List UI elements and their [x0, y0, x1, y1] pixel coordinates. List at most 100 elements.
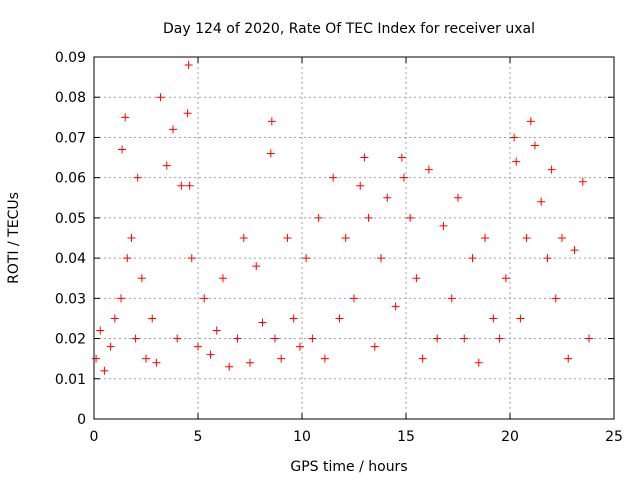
- data-point: [468, 254, 477, 263]
- data-point: [501, 274, 510, 283]
- data-point: [474, 358, 483, 367]
- data-point: [142, 354, 150, 363]
- data-point: [177, 181, 186, 190]
- data-point: [184, 61, 193, 70]
- data-point: [233, 334, 242, 343]
- data-point: [252, 262, 261, 271]
- data-point: [173, 334, 182, 343]
- x-tick-label: 25: [605, 429, 623, 445]
- y-tick-label: 0: [77, 412, 86, 428]
- data-point: [522, 234, 531, 242]
- data-point: [152, 358, 161, 367]
- x-tick-label: 15: [397, 429, 415, 445]
- data-point: [364, 213, 373, 222]
- plot-frame: [93, 56, 615, 420]
- data-point: [383, 193, 392, 202]
- data-point: [578, 177, 587, 186]
- data-point: [558, 234, 566, 242]
- y-axis-label: ROTI / TECUs: [6, 192, 22, 284]
- data-point: [360, 153, 369, 162]
- y-tick-label: 0.08: [55, 90, 86, 106]
- data-point: [335, 314, 344, 323]
- data-point: [547, 165, 556, 174]
- data-point: [187, 254, 196, 263]
- data-point: [551, 294, 560, 303]
- data-point: [266, 149, 275, 158]
- data-point: [341, 234, 350, 242]
- data-point: [564, 354, 573, 363]
- data-points: [92, 61, 594, 375]
- x-tick-label: 5: [194, 429, 203, 445]
- data-point: [277, 354, 286, 363]
- y-tick-label: 0.02: [55, 332, 86, 348]
- data-point: [156, 93, 165, 102]
- data-point: [218, 274, 227, 283]
- data-point: [162, 161, 171, 170]
- y-axis-ticks: 0 0.01 0.02 0.03 0.04 0.05 0.06 0.07 0.08 0.09: [55, 50, 614, 428]
- y-tick-label: 0.03: [55, 291, 86, 307]
- y-tick-label: 0.04: [55, 251, 86, 267]
- data-point: [148, 314, 157, 323]
- data-point: [194, 342, 202, 351]
- data-point: [350, 294, 358, 303]
- data-point: [391, 302, 400, 311]
- data-point: [308, 334, 317, 343]
- data-point: [110, 314, 119, 323]
- data-point: [329, 173, 338, 182]
- data-point: [106, 342, 115, 351]
- data-point: [133, 173, 142, 182]
- data-point: [295, 342, 304, 351]
- data-point: [433, 334, 442, 343]
- data-point: [370, 342, 379, 351]
- data-point: [399, 173, 408, 182]
- data-point: [397, 153, 406, 162]
- data-point: [96, 326, 105, 335]
- data-point: [585, 334, 594, 343]
- data-point: [543, 254, 552, 263]
- data-point: [481, 234, 490, 242]
- data-point: [460, 334, 469, 343]
- data-point: [570, 246, 579, 255]
- data-point: [289, 314, 298, 323]
- data-point: [137, 274, 146, 283]
- data-point: [100, 366, 109, 375]
- grid-lines: [94, 57, 614, 419]
- data-point: [118, 145, 127, 154]
- data-point: [530, 141, 539, 150]
- data-point: [537, 197, 546, 206]
- data-point: [123, 254, 132, 263]
- data-point: [495, 334, 504, 343]
- data-point: [283, 234, 292, 242]
- data-point: [267, 117, 276, 126]
- y-tick-label: 0.06: [55, 171, 86, 187]
- data-point: [454, 193, 462, 202]
- data-point: [131, 334, 140, 343]
- data-point: [314, 213, 323, 222]
- data-point: [212, 326, 221, 335]
- data-point: [270, 334, 279, 343]
- data-point: [117, 294, 126, 303]
- data-point: [92, 354, 101, 363]
- data-point: [510, 133, 519, 142]
- data-point: [239, 234, 248, 242]
- data-point: [447, 294, 456, 303]
- data-point: [127, 234, 136, 242]
- data-point: [489, 314, 498, 323]
- data-point: [516, 314, 525, 323]
- data-point: [412, 274, 421, 283]
- data-point: [302, 254, 311, 263]
- x-tick-label: 0: [90, 429, 99, 445]
- y-tick-label: 0.01: [55, 372, 86, 388]
- data-point: [526, 117, 535, 126]
- data-point: [185, 181, 194, 190]
- data-point: [320, 354, 329, 363]
- data-point: [439, 221, 448, 230]
- data-point: [406, 213, 415, 222]
- data-point: [206, 350, 215, 359]
- data-point: [183, 109, 192, 118]
- data-point: [356, 181, 365, 190]
- data-point: [377, 254, 386, 263]
- chart-title: Day 124 of 2020, Rate Of TEC Index for r…: [163, 21, 535, 37]
